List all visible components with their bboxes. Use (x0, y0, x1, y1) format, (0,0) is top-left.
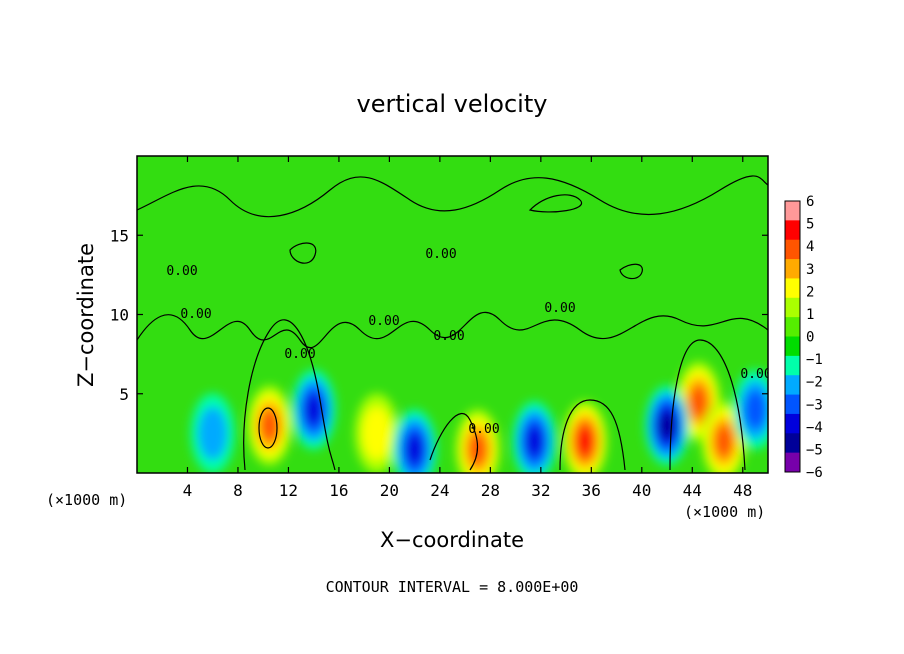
contour-line (559, 399, 626, 471)
colorbar-segment (785, 220, 800, 241)
velocity-blob (744, 389, 767, 430)
plot-area: 0.00 0.00 0.00 0.00 0.00 0.00 0.00 0.00 0.00 (137, 156, 771, 473)
velocity-blob (362, 406, 392, 461)
contour-label: 0.00 (544, 301, 575, 316)
contour-line (669, 339, 746, 471)
contour-label: 0.00 (740, 367, 771, 382)
colorbar-segment (785, 278, 800, 299)
contour-label: 0.00 (166, 264, 197, 279)
x-axis-label: X−coordinate (380, 528, 524, 552)
colorbar-segment (785, 317, 800, 337)
colorbar-segment (785, 259, 800, 279)
contour-line (137, 311, 768, 349)
x-unit-right: (×1000 m) (684, 503, 765, 521)
x-unit-left: (×1000 m) (46, 491, 127, 509)
chart-title: vertical velocity (357, 90, 548, 118)
velocity-blob (198, 406, 228, 461)
contour-interval: CONTOUR INTERVAL = 8.000E+00 (326, 578, 579, 596)
colorbar-tick-label: −5 (806, 442, 823, 458)
velocity-blob (689, 385, 708, 418)
colorbar-segment (785, 452, 800, 473)
y-axis-label: Z−coordinate (74, 243, 98, 387)
colorbar-segment (785, 297, 800, 318)
y-tick-label: 10 (110, 306, 129, 325)
velocity-blob (260, 409, 279, 442)
colorbar-segment (785, 201, 800, 221)
colorbar-tick-label: 5 (806, 217, 814, 233)
colorbar-tick-label: −1 (806, 352, 823, 368)
x-tick-label: 4 (183, 481, 193, 500)
velocity-blob (577, 427, 593, 455)
velocity-blob (405, 433, 424, 466)
x-tick-label: 40 (632, 481, 651, 500)
contour-line (137, 175, 768, 218)
colorbar: 6 5 4 3 2 1 0 −1 −2 −3 −4 −5 −6 (784, 194, 823, 481)
colorbar-tick-label: −4 (806, 420, 823, 436)
colorbar-segment (785, 336, 800, 357)
x-tick-label: 36 (582, 481, 601, 500)
x-tick-label: 32 (531, 481, 550, 500)
contour-label: 0.00 (284, 347, 315, 362)
x-tick-label: 16 (329, 481, 348, 500)
colorbar-segment (785, 433, 800, 454)
x-tick-label: 20 (380, 481, 399, 500)
contour-lines (137, 175, 768, 471)
x-tick-label: 28 (481, 481, 500, 500)
contour-label: 0.00 (468, 422, 499, 437)
velocity-blob (525, 425, 544, 458)
x-tick-label: 12 (279, 481, 298, 500)
colorbar-tick-label: 4 (806, 239, 814, 255)
colorbar-segment (785, 394, 800, 415)
colorbar-tick-label: −2 (806, 375, 823, 391)
velocity-field (190, 361, 768, 473)
colorbar-tick-label: 3 (806, 262, 814, 278)
y-tick-label: 15 (110, 226, 129, 245)
x-tick-label: 48 (733, 481, 752, 500)
colorbar-tick-label: −3 (806, 397, 823, 413)
x-axis: 4 8 12 16 20 24 28 32 36 40 44 48 (183, 156, 752, 500)
colorbar-tick-label: 0 (806, 330, 814, 346)
contour-label: 0.00 (433, 329, 464, 344)
contour-line (258, 407, 278, 449)
x-tick-label: 44 (683, 481, 702, 500)
y-tick-label: 5 (119, 385, 129, 404)
colorbar-tick-label: 2 (806, 284, 814, 300)
y-axis: 5 10 15 (110, 226, 768, 404)
contour-line (528, 194, 583, 213)
colorbar-segment (785, 239, 800, 260)
colorbar-frame (784, 200, 801, 473)
velocity-blob (715, 425, 733, 458)
colorbar-segment (785, 355, 800, 376)
contour-line (243, 319, 336, 471)
contour-line (289, 242, 317, 264)
x-tick-label: 8 (233, 481, 243, 500)
contour-label: 0.00 (368, 314, 399, 329)
colorbar-segment (785, 375, 800, 396)
x-tick-label: 24 (430, 481, 449, 500)
velocity-blob (304, 393, 323, 426)
contour-line (429, 413, 479, 471)
contour-line (619, 263, 643, 280)
contour-labels: 0.00 0.00 0.00 0.00 0.00 0.00 0.00 0.00 0.00 (166, 247, 771, 437)
contour-label: 0.00 (180, 307, 211, 322)
colorbar-tick-label: 6 (806, 194, 814, 210)
colorbar-segment (785, 413, 800, 434)
colorbar-tick-label: 1 (806, 307, 814, 323)
colorbar-tick-label: −6 (806, 465, 823, 481)
contour-label: 0.00 (425, 247, 456, 262)
